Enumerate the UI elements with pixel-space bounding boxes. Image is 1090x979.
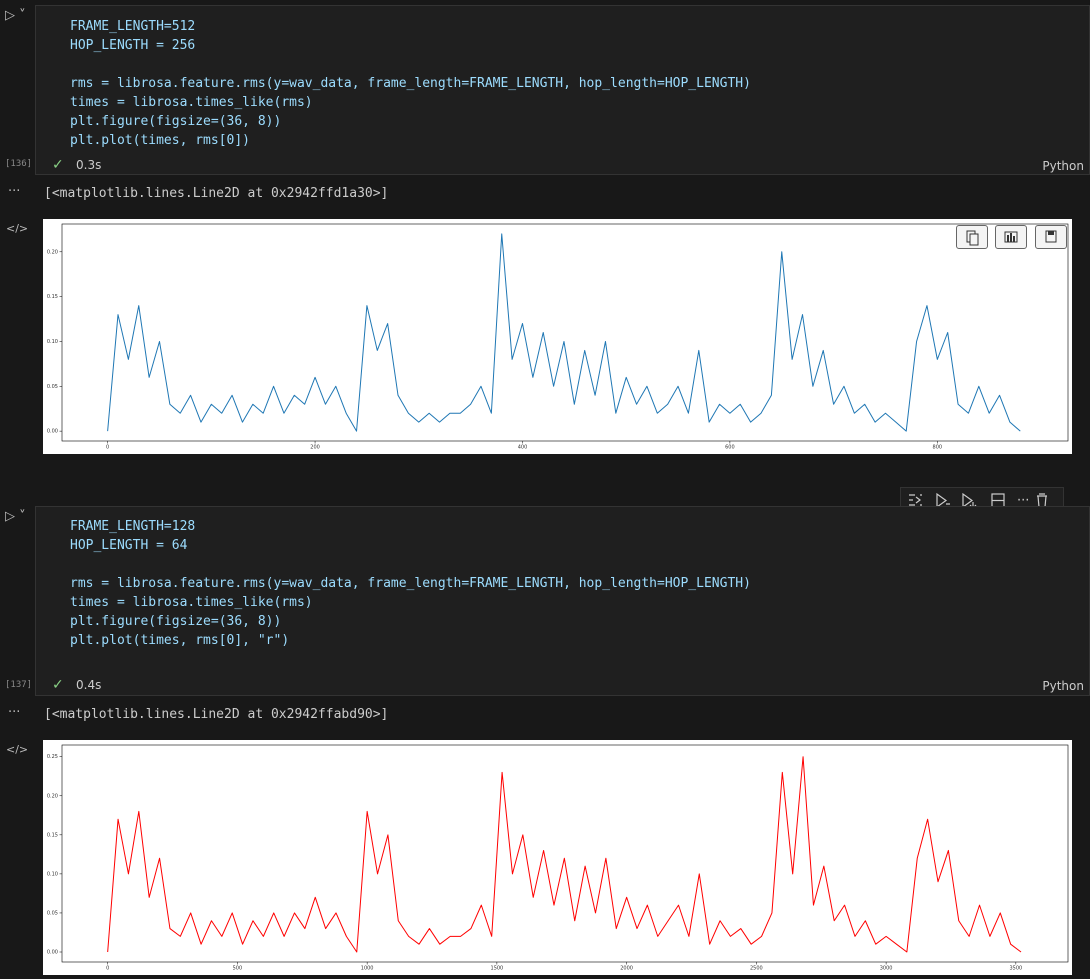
code-line: rms = librosa.feature.rms(y=wav_data, fr… [70,76,751,91]
data-line [107,756,1022,953]
run-button[interactable]: ▷ ˅ [5,509,26,524]
code-line: HOP_LENGTH = 64 [70,538,188,553]
output-text: [<matplotlib.lines.Line2D at 0x2942ffabd… [44,707,389,722]
chart: 0.00 0.05 0.10 0.15 0.20 0 200 400 600 800 [47,223,1069,451]
execution-count: [137] [5,680,33,690]
axes-frame [61,223,1069,442]
x-tick-label: 200 [310,445,320,451]
code-line: plt.figure(figsize=(36, 8)) [70,114,282,129]
x-tick-label: 500 [233,966,243,972]
language[interactable]: Python [1042,679,1084,693]
y-tick-label: 0.10 [47,871,58,877]
check-icon: ✓ [52,677,64,693]
x-tick-label: 1500 [491,966,504,972]
exec-time: 0.3s [76,158,102,172]
copy-button[interactable] [956,225,988,249]
y-tick-label: 0.15 [47,832,58,838]
x-tick-label: 400 [518,445,528,451]
icon-execute-above[interactable] [909,494,922,506]
code-cell[interactable] [35,506,1090,696]
axes-frame [61,744,1069,963]
output-text: [<matplotlib.lines.Line2D at 0x2942ffd1a… [44,186,389,201]
code-cell[interactable] [35,5,1090,175]
output-menu[interactable]: ··· [8,184,21,199]
copy-icon [966,230,979,246]
figure: 0.00 0.05 0.10 0.15 0.20 0 200 400 600 800 [43,219,1072,454]
code-line: rms = librosa.feature.rms(y=wav_data, fr… [70,576,751,591]
language[interactable]: Python [1042,159,1084,173]
code-line: plt.plot(times, rms[0]) [70,133,251,148]
code-line: HOP_LENGTH = 256 [70,38,196,53]
save-icon [1045,230,1057,243]
x-tick-label: 3500 [1009,966,1022,972]
x-tick-label: 2500 [750,966,763,972]
chart-button[interactable] [995,225,1027,249]
y-tick-label: 0.05 [47,910,58,916]
y-tick-label: 0.25 [47,754,58,760]
y-tick-label: 0.15 [47,294,58,300]
code-line: times = librosa.times_like(rms) [70,95,313,110]
chart: 0.00 0.05 0.10 0.15 0.20 0.25 0 500 1000 1500 2000… [47,744,1069,972]
output-menu[interactable]: ··· [8,705,21,720]
y-tick-label: 0.20 [47,249,58,255]
run-button[interactable]: ▷ ˅ [5,8,26,23]
output-icon[interactable]: </> [6,743,29,756]
x-tick-label: 0 [106,445,109,451]
code-line: FRAME_LENGTH=128 [70,519,196,534]
x-tick-label: 1000 [361,966,374,972]
y-tick-label: 0.10 [47,339,58,345]
x-tick-label: 600 [725,445,735,451]
code-line: plt.figure(figsize=(36, 8)) [70,614,282,629]
y-tick-label: 0.00 [47,429,58,435]
y-tick-label: 0.05 [47,384,58,390]
icon-run-above[interactable] [936,492,950,509]
code-line: FRAME_LENGTH=512 [70,19,196,34]
code-line: plt.plot(times, rms[0], "r") [70,633,290,648]
execution-count: [136] [5,159,33,169]
x-tick-label: 3000 [880,966,893,972]
output-icon[interactable]: </> [6,222,29,235]
icon-more[interactable]: ··· [1017,494,1029,509]
check-icon: ✓ [52,157,64,173]
x-tick-label: 800 [933,445,943,451]
x-tick-label: 0 [106,966,109,972]
y-tick-label: 0.00 [47,950,58,956]
save-button[interactable] [1035,225,1067,249]
code-line: times = librosa.times_like(rms) [70,595,313,610]
x-tick-label: 2000 [620,966,633,972]
data-line [107,233,1021,432]
chart-icon [1004,231,1018,243]
y-tick-label: 0.20 [47,793,58,799]
exec-time: 0.4s [76,678,102,692]
figure: 0.00 0.05 0.10 0.15 0.20 0.25 0 500 1000 1500 2000… [43,740,1072,975]
